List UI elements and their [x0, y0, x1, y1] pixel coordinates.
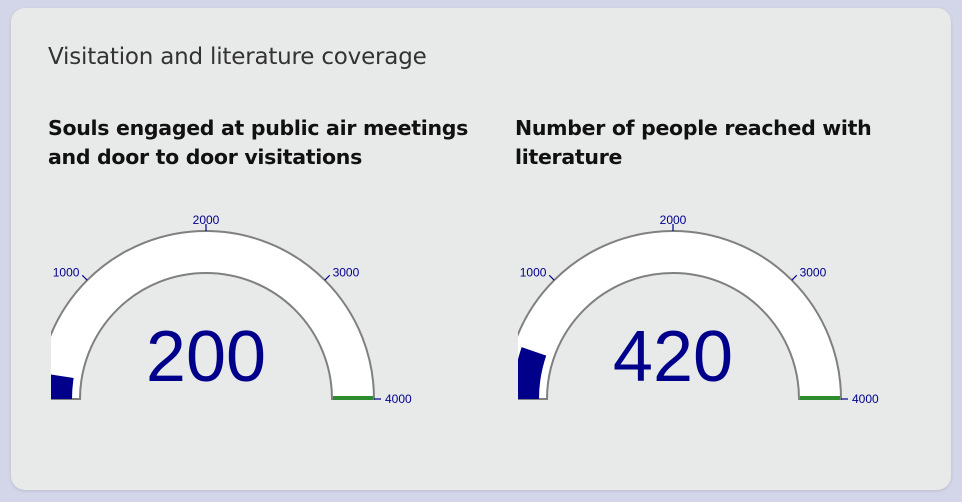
gauge-tick [81, 274, 88, 281]
gauge-souls-engaged: 01000200030004000200 [51, 213, 412, 406]
gauge-tick-label: 4000 [852, 392, 879, 406]
gauge-title-literature-reach: Number of people reached with literature [515, 116, 872, 169]
gauge-tick [548, 274, 555, 281]
gauge-tick-label: 1000 [520, 265, 547, 279]
gauge-tick-label: 3000 [333, 265, 360, 279]
gauge-tick-label: 2000 [193, 213, 220, 227]
gauge-value-number: 420 [613, 317, 733, 397]
gauge-background [518, 230, 843, 400]
gauge-value-number: 200 [146, 317, 266, 397]
gauge-tick-label: 3000 [800, 265, 827, 279]
gauge-title-souls-engaged: Souls engaged at public air meetings and… [48, 116, 469, 169]
gauge-value-bar [518, 347, 547, 399]
coverage-card: Visitation and literature coverage Souls… [11, 8, 951, 490]
gauge-tick-label: 1000 [53, 265, 80, 279]
gauge-tick [791, 274, 798, 281]
gauge-tick-label: 2000 [660, 213, 687, 227]
gauge-value-bar [51, 374, 74, 399]
gauge-tick [324, 274, 331, 281]
card-title: Visitation and literature coverage [48, 44, 427, 70]
gauge-tick-label: 4000 [385, 392, 412, 406]
gauge-background [51, 230, 376, 400]
